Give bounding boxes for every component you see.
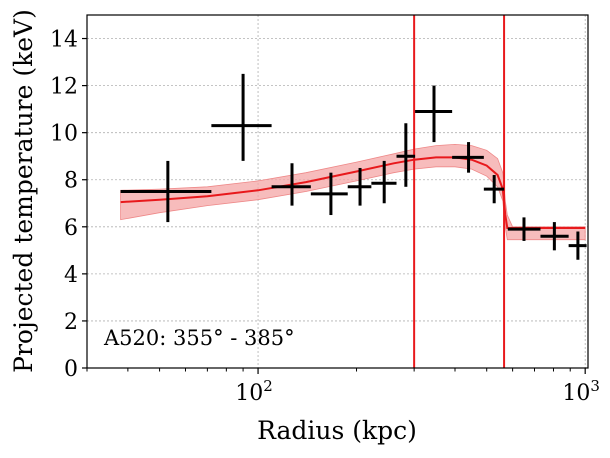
y-tick-label: 8 [64,169,78,194]
y-axis-label: Projected temperature (keV) [9,9,38,373]
axis-ticks [82,37,586,374]
data-point [483,175,505,204]
data-point [211,73,272,161]
y-tick-label: 12 [50,75,78,100]
y-tick-label: 10 [50,122,78,147]
data-point [396,123,416,187]
data-point [568,231,587,260]
data-point [540,222,569,251]
x-tick-label: 102 [235,377,273,406]
y-tick-label: 14 [50,28,78,53]
annotation-label: A520: 355° - 385° [103,326,295,350]
y-tick-label: 2 [64,310,78,335]
model-curve-layer [120,156,586,229]
data-point [271,163,311,206]
data-point [371,160,397,204]
x-tick-labels: 102 103 [235,377,600,406]
data-point [310,172,348,216]
data-points-layer [120,73,587,260]
data-point [507,217,541,241]
y-tick-label: 4 [64,263,78,288]
x-axis-label: Radius (kpc) [257,416,417,445]
data-point [452,142,484,173]
data-point [347,167,372,206]
y-tick-label: 0 [64,357,78,382]
x-tick-label: 103 [562,377,600,406]
plot-frame [86,14,589,369]
data-point [415,85,453,143]
y-tick-labels: 0 2 4 6 8 10 12 14 [50,28,78,382]
model-curve [120,156,586,229]
vertical-line-layer [413,15,506,368]
data-point [120,160,212,223]
y-tick-label: 6 [64,216,78,241]
